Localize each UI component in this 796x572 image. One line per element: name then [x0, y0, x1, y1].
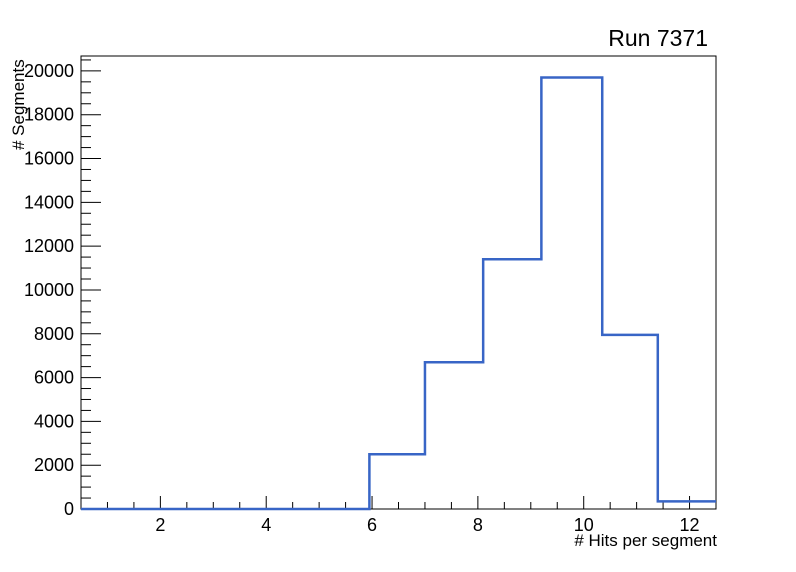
x-tick-label: 10	[574, 515, 594, 535]
y-tick-label: 14000	[24, 192, 74, 212]
y-tick-label: 2000	[34, 455, 74, 475]
y-tick-label: 4000	[34, 411, 74, 431]
y-tick-label: 8000	[34, 324, 74, 344]
y-tick-label: 18000	[24, 105, 74, 125]
histogram-line	[81, 76, 716, 511]
y-tick-label: 16000	[24, 149, 74, 169]
y-tick-label: 12000	[24, 236, 74, 256]
x-tick-label: 12	[680, 515, 700, 535]
y-axis-title: # Segments	[9, 59, 28, 150]
y-tick-label: 20000	[24, 61, 74, 81]
x-tick-label: 8	[473, 515, 483, 535]
x-tick-label: 6	[367, 515, 377, 535]
y-tick-label: 10000	[24, 280, 74, 300]
x-tick-label: 4	[261, 515, 271, 535]
y-tick-label: 6000	[34, 368, 74, 388]
y-tick-label: 0	[64, 499, 74, 519]
plot-title: Run 7371	[608, 25, 708, 51]
x-tick-label: 2	[155, 515, 165, 535]
axis-frame	[80, 55, 717, 510]
x-axis-title: # Hits per segment	[574, 531, 717, 550]
